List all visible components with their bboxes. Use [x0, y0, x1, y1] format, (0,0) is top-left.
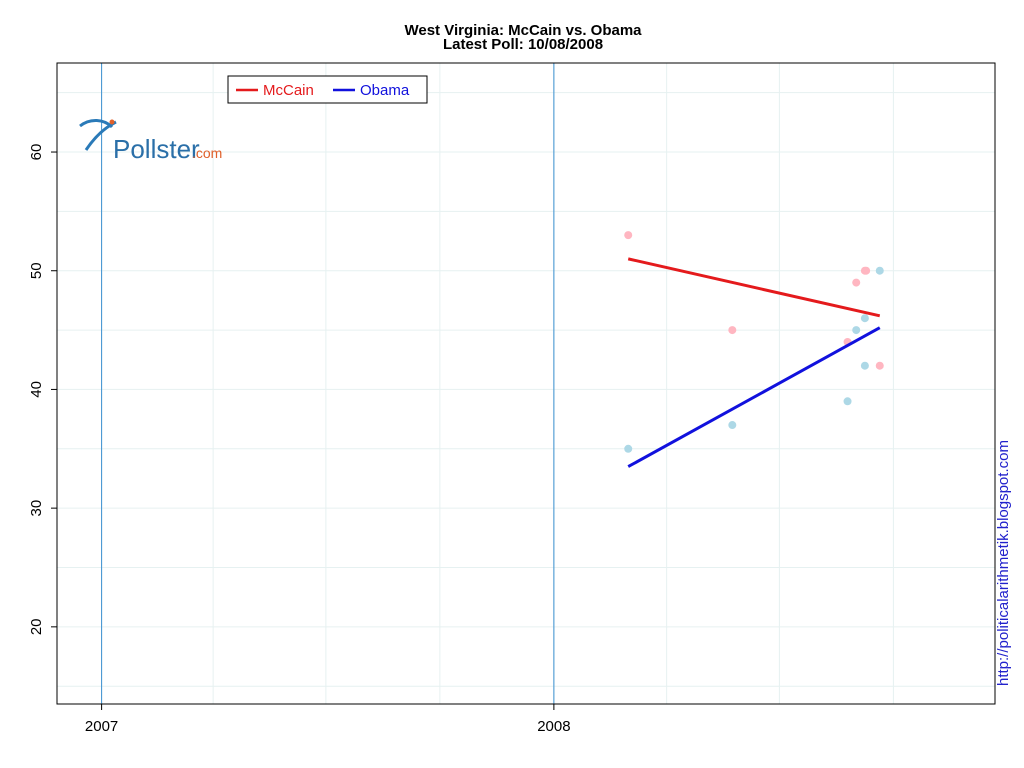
- legend-box: [227, 75, 428, 104]
- mccain-poll-point: [728, 326, 737, 335]
- legend-label: Obama: [360, 82, 410, 99]
- mccain-poll-point: [875, 361, 884, 370]
- pollster-logo: Pollster .com: [79, 119, 222, 164]
- logo-text: Pollster: [113, 134, 200, 164]
- obama-poll-point: [860, 361, 869, 370]
- pollster-swoosh-icon: [79, 119, 117, 151]
- mccain-poll-point: [624, 231, 633, 240]
- x-tick-label: 2007: [85, 718, 118, 735]
- mccain-poll-point: [852, 278, 861, 287]
- obama-poll-point: [875, 266, 884, 275]
- y-tick-label: 40: [28, 381, 45, 398]
- legend-label: McCain: [263, 82, 314, 99]
- obama-poll-point: [852, 326, 861, 335]
- x-tick-label: 2008: [537, 718, 570, 735]
- watermark-url: http://politicalarithmetik.blogspot.com: [995, 440, 1012, 686]
- obama-poll-point: [843, 397, 852, 406]
- obama-trend-line: [627, 326, 881, 468]
- legend: McCain Obama: [227, 75, 428, 104]
- y-tick-label: 20: [28, 618, 45, 635]
- logo-suffix: .com: [192, 145, 222, 161]
- y-tick-label: 50: [28, 262, 45, 279]
- y-tick-label: 30: [28, 500, 45, 517]
- obama-poll-point: [624, 444, 633, 453]
- chart-subtitle: Latest Poll: 10/08/2008: [443, 36, 603, 53]
- trend-lines: [627, 257, 881, 468]
- x-axis: 2007 2008: [85, 704, 571, 735]
- mccain-poll-point: [862, 266, 871, 275]
- obama-poll-point: [860, 314, 869, 323]
- plot-frame: [56, 62, 996, 705]
- obama-poll-point: [728, 421, 737, 430]
- poll-points: [624, 231, 884, 453]
- y-axis: 20 30 40 50 60: [28, 144, 57, 635]
- y-tick-label: 60: [28, 144, 45, 161]
- mccain-trend-line: [627, 257, 881, 318]
- chart-title: West Virginia: McCain vs. Obama: [404, 22, 642, 39]
- year-lines: [101, 63, 555, 704]
